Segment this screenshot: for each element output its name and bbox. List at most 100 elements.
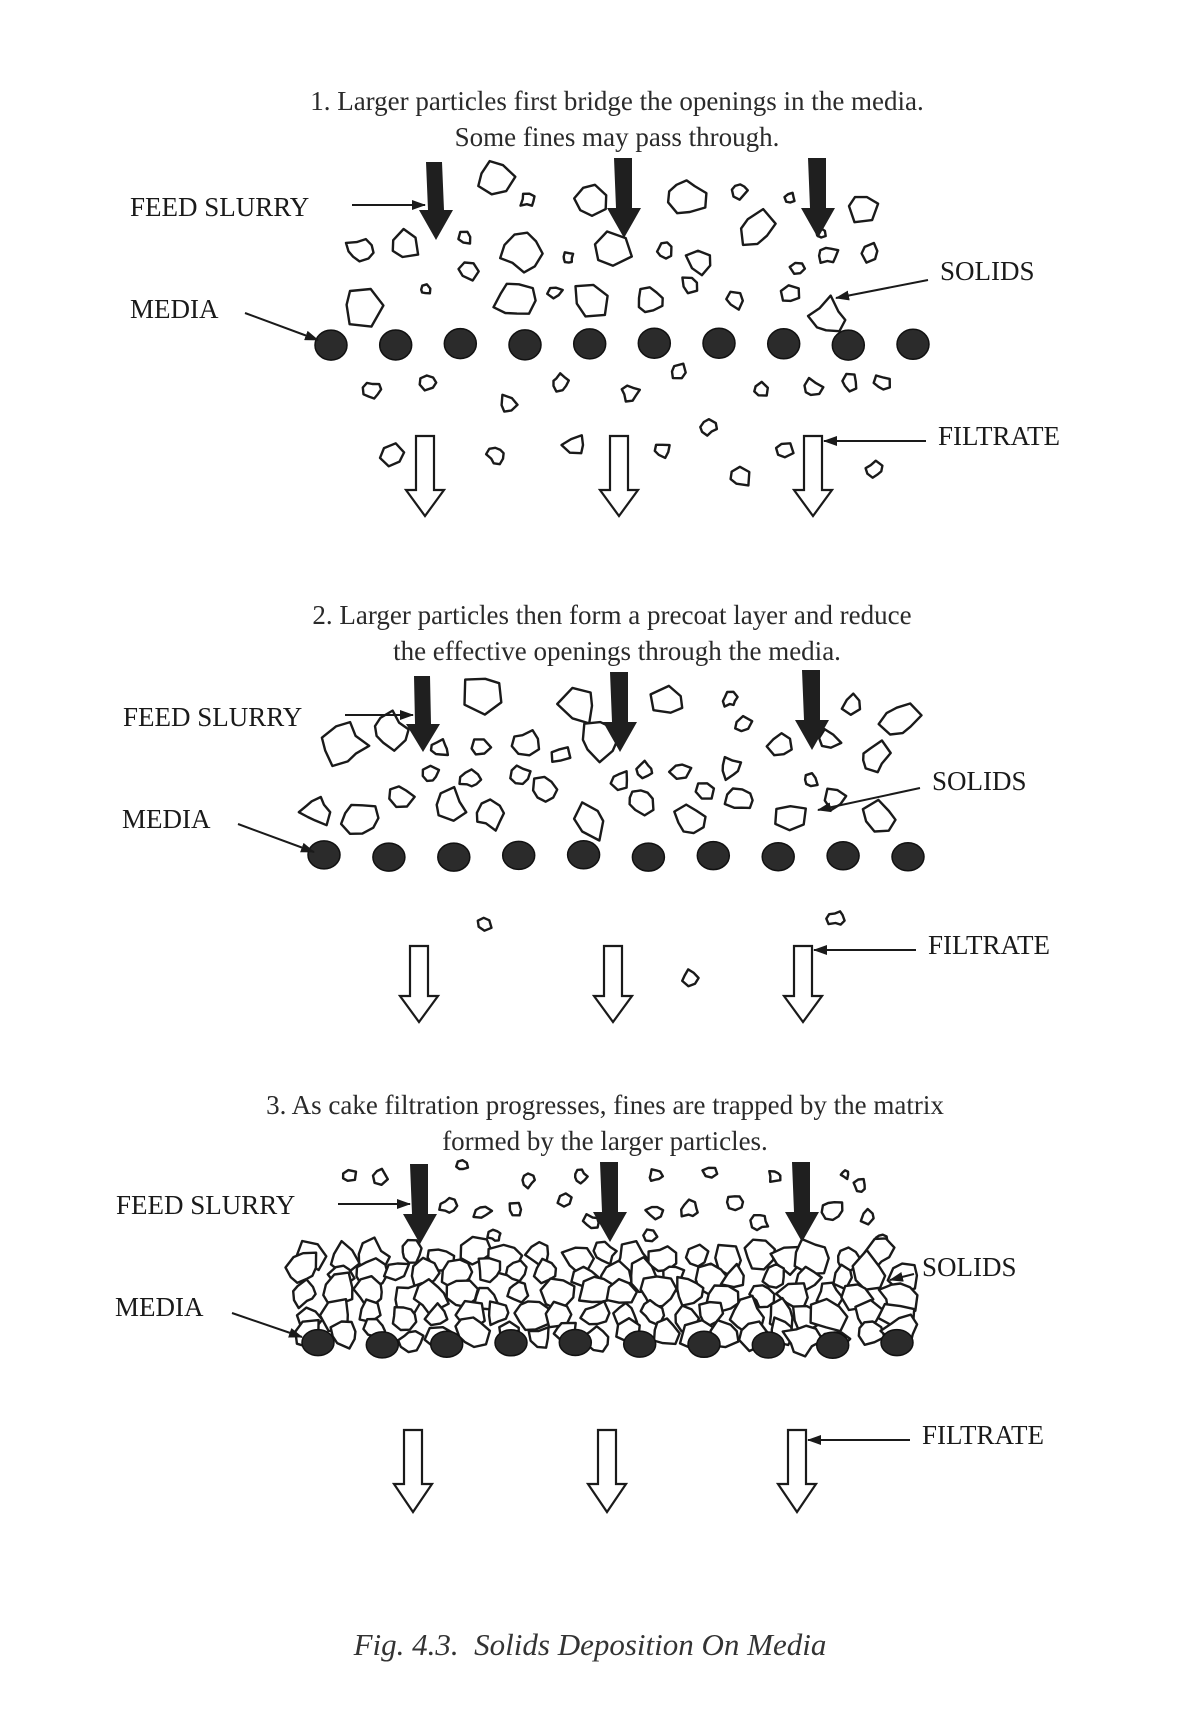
fine-particle (341, 1168, 358, 1182)
feed-arrow (801, 158, 835, 238)
cake-particle (851, 1248, 887, 1291)
media-bead (443, 327, 478, 360)
fine-particle (680, 1198, 699, 1218)
panel-1: 1. Larger particles first bridge the ope… (130, 86, 1060, 518)
panel-1-feed-arrows (419, 158, 835, 240)
feed-arrow (593, 1162, 627, 1242)
filtrate-arrow (397, 944, 441, 1024)
media-bead (696, 840, 731, 871)
solid-particle (725, 290, 744, 311)
fine-particle (653, 443, 671, 460)
cake-particle (560, 1246, 595, 1273)
fine-particle (476, 916, 493, 932)
solid-particle (435, 785, 468, 822)
solid-particle (574, 283, 609, 318)
fine-particle (753, 380, 769, 397)
fine-particle (701, 1166, 719, 1179)
media-bead (501, 840, 536, 871)
cake-particle (284, 1251, 318, 1284)
panel-1-media-row (314, 327, 930, 361)
solid-particle (463, 677, 503, 716)
media-bead (880, 1328, 914, 1357)
media-bead (751, 1331, 786, 1359)
panel-3-particle-group (284, 1159, 919, 1358)
solid-particle (475, 798, 506, 832)
cake-particle (579, 1300, 611, 1326)
solid-particle (681, 276, 699, 295)
fine-particle (864, 459, 884, 479)
solid-particle (673, 803, 707, 835)
panel-3-filtrate-arrows (391, 1428, 819, 1514)
solid-particle (573, 183, 608, 217)
solid-particle (388, 785, 416, 809)
media-bead (365, 1331, 400, 1359)
media-bead (815, 1331, 850, 1359)
fine-particle (371, 1167, 389, 1186)
filtrate-arrow (585, 1428, 629, 1514)
media-bead (831, 329, 866, 361)
media-bead (766, 328, 801, 360)
fine-particle (574, 1168, 589, 1185)
fine-particle (500, 393, 519, 413)
cake-particle (592, 1240, 618, 1266)
solid-particle (788, 261, 807, 275)
filtrate-arrow (391, 1428, 435, 1514)
panel-1-solids-label: SOLIDS (940, 256, 1035, 286)
feed-arrow (603, 672, 637, 752)
cake-particle (401, 1238, 423, 1264)
media-bead (896, 328, 930, 361)
solid-particle (667, 763, 693, 780)
panel-1-solids-pointer (835, 279, 929, 301)
panel-3-filtrate-label: FILTRATE (922, 1420, 1044, 1450)
cake-particle (423, 1302, 449, 1327)
solid-particle (817, 246, 840, 264)
solid-particle (739, 207, 777, 247)
fine-particle (839, 1169, 850, 1181)
cake-particle (743, 1238, 776, 1271)
solid-particle (550, 746, 572, 763)
solid-particle (862, 739, 892, 774)
cake-particle (539, 1277, 576, 1311)
solid-particle (320, 720, 371, 768)
media-bead (378, 329, 413, 361)
panel-3-solids-label: SOLIDS (922, 1252, 1017, 1282)
panel-2: 2. Larger particles then form a precoat … (122, 600, 1050, 1024)
media-bead (494, 1329, 528, 1357)
fine-particle (852, 1177, 866, 1193)
cake-particle (506, 1280, 530, 1304)
fine-particle (361, 381, 383, 400)
solid-particle (510, 729, 541, 757)
solid-particle (531, 775, 559, 803)
solid-particle (509, 764, 532, 786)
fine-particle (803, 376, 825, 397)
solid-particle (779, 284, 801, 303)
fine-particle (725, 1195, 745, 1212)
solid-particle (649, 684, 684, 714)
media-bead (372, 842, 406, 872)
feed-arrow (795, 670, 829, 750)
fine-particle (825, 910, 846, 926)
panel-3-media-row (301, 1328, 914, 1359)
media-bead (437, 842, 471, 872)
cake-particle (676, 1275, 705, 1307)
feed-arrow (785, 1162, 819, 1242)
media-bead (631, 842, 666, 872)
panel-3: 3. As cake filtration progresses, fines … (115, 1090, 1044, 1514)
fine-particle (841, 372, 858, 393)
solid-particle (721, 755, 743, 782)
solid-particle (860, 241, 879, 264)
fine-particle (521, 1172, 536, 1190)
cake-particle (684, 1243, 710, 1268)
panel-1-particle-group (344, 159, 880, 333)
media-bead (314, 329, 348, 361)
cake-particle (793, 1237, 830, 1275)
media-bead (566, 840, 601, 870)
cake-particle (527, 1326, 550, 1349)
panel-1-filtrate-arrows (403, 434, 835, 518)
cake-particle (477, 1257, 502, 1284)
solid-particle (546, 286, 564, 300)
filtrate-arrow (591, 944, 635, 1024)
fine-particle (859, 1207, 875, 1226)
solid-particle (457, 230, 472, 245)
solid-particle (373, 709, 410, 752)
